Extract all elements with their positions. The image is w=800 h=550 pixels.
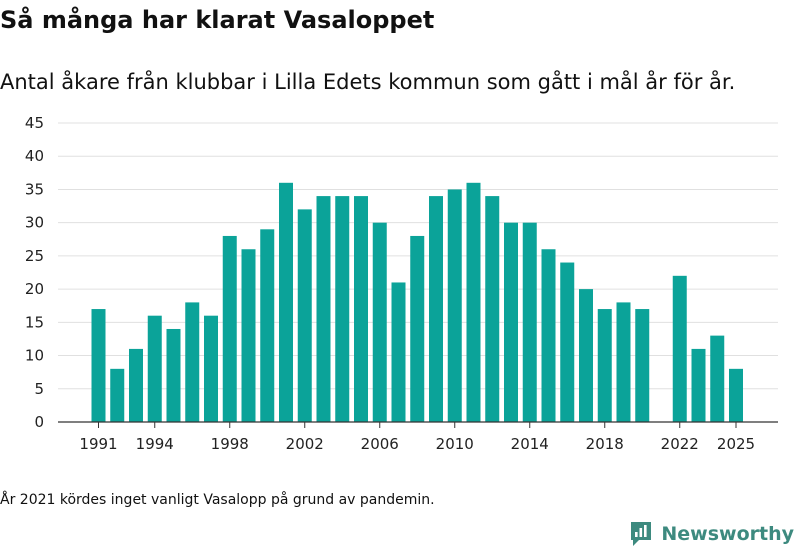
bar-2004 xyxy=(335,196,350,422)
brand-name: Newsworthy xyxy=(661,523,794,545)
y-tick-label-20: 20 xyxy=(25,280,44,298)
chart-subtitle: Antal åkare från klubbar i Lilla Edets k… xyxy=(0,70,736,94)
y-tick-label-35: 35 xyxy=(25,180,44,198)
x-tick-label-2018: 2018 xyxy=(586,435,624,453)
x-tick-label-2002: 2002 xyxy=(286,435,324,453)
bar-1992 xyxy=(110,368,125,422)
bar-1997 xyxy=(204,315,218,422)
bar-2003 xyxy=(316,196,331,422)
bar-2000 xyxy=(260,229,275,422)
bar-2012 xyxy=(485,196,500,422)
x-tick-label-2010: 2010 xyxy=(436,435,474,453)
bar-1995 xyxy=(166,328,181,422)
bar-1998 xyxy=(222,235,237,422)
bar-2009 xyxy=(429,196,443,422)
bar-2007 xyxy=(391,282,406,422)
bar-2024 xyxy=(710,335,725,422)
bar-2014 xyxy=(522,222,537,422)
footnote: År 2021 kördes inget vanligt Vasalopp på… xyxy=(0,492,435,508)
bar-2008 xyxy=(410,235,425,422)
bar-2018 xyxy=(597,309,612,422)
bar-2010 xyxy=(447,189,462,422)
bar-2011 xyxy=(466,182,481,422)
bar-2015 xyxy=(541,249,556,422)
newsworthy-logo-icon xyxy=(631,522,652,546)
x-tick-label-1998: 1998 xyxy=(211,435,249,453)
y-tick-label-10: 10 xyxy=(25,347,44,365)
bar-1993 xyxy=(129,348,143,422)
bar-2017 xyxy=(579,289,593,422)
y-tick-label-0: 0 xyxy=(34,413,44,431)
y-tick-label-5: 5 xyxy=(34,380,44,398)
y-tick-label-30: 30 xyxy=(25,214,44,232)
bar-2006 xyxy=(372,222,387,422)
x-tick-label-2025: 2025 xyxy=(717,435,755,453)
bar-2025 xyxy=(729,368,743,422)
bar-2022 xyxy=(672,275,687,422)
y-axis-labels: 0 5 10 15 20 25 30 35 40 45 xyxy=(25,114,44,431)
bar-2016 xyxy=(560,262,575,422)
x-axis: 1991 1994 1998 2002 2006 2010 2014 2018 2022 2025 xyxy=(58,421,778,453)
y-tick-label-15: 15 xyxy=(25,313,44,331)
x-tick-label-1991: 1991 xyxy=(79,435,117,453)
x-tick-label-2014: 2014 xyxy=(511,435,549,453)
bar-1996 xyxy=(185,302,200,422)
x-tick-label-2006: 2006 xyxy=(361,435,399,453)
y-tick-label-45: 45 xyxy=(25,114,44,132)
bar-1994 xyxy=(147,315,162,422)
bar-2001 xyxy=(279,182,293,422)
bars xyxy=(91,182,743,422)
x-tick-label-1994: 1994 xyxy=(136,435,174,453)
bar-2002 xyxy=(297,209,312,422)
x-tick-label-2022: 2022 xyxy=(661,435,699,453)
newsworthy-brand: Newsworthy xyxy=(629,520,794,548)
bar-2019 xyxy=(616,302,631,422)
bar-2013 xyxy=(504,222,518,422)
bar-2005 xyxy=(354,196,368,422)
bar-1991 xyxy=(91,309,106,422)
bar-1999 xyxy=(241,249,256,422)
chart-title: Så många har klarat Vasaloppet xyxy=(0,6,435,34)
y-tick-label-25: 25 xyxy=(25,247,44,265)
y-tick-label-40: 40 xyxy=(25,147,44,165)
bar-2023 xyxy=(691,348,706,422)
bar-2020 xyxy=(635,309,650,422)
